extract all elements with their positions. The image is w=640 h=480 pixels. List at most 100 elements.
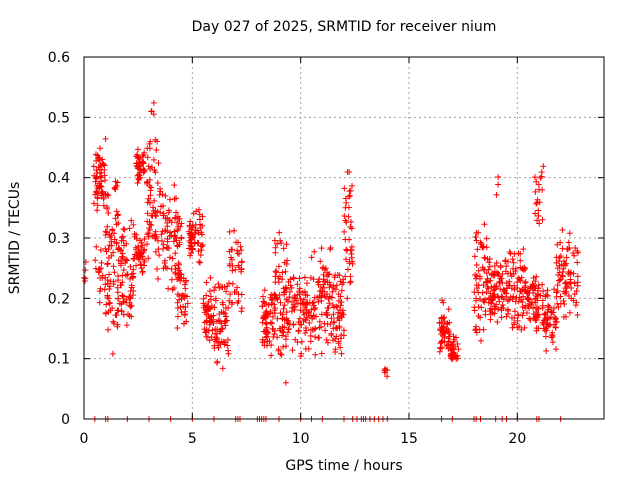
data-point	[102, 135, 109, 142]
data-point	[272, 244, 279, 251]
data-point	[315, 298, 322, 305]
data-point	[155, 159, 162, 166]
data-point	[483, 288, 490, 295]
data-point	[151, 232, 158, 239]
data-point	[235, 239, 242, 246]
data-point	[268, 342, 275, 349]
data-point	[491, 310, 498, 317]
data-point	[206, 288, 213, 295]
data-point	[203, 292, 210, 299]
data-point	[570, 270, 577, 277]
data-point	[561, 300, 568, 307]
data-point	[553, 254, 560, 261]
data-point	[160, 202, 167, 209]
data-point	[231, 227, 238, 234]
data-point	[542, 333, 549, 340]
data-point	[168, 276, 175, 283]
data-point	[144, 210, 151, 217]
data-point	[340, 332, 347, 339]
data-point	[486, 255, 493, 262]
data-point	[238, 258, 245, 265]
data-point	[199, 241, 206, 248]
data-point	[554, 241, 561, 248]
data-point	[491, 262, 498, 269]
data-point	[229, 280, 236, 287]
data-point	[533, 200, 540, 207]
data-point	[177, 277, 184, 284]
y-tick-label: 0.3	[48, 231, 70, 247]
data-point	[234, 250, 241, 257]
data-point	[152, 248, 159, 255]
data-point	[539, 186, 546, 193]
y-axis-label: SRMTID / TECUs	[7, 182, 23, 295]
data-point	[119, 292, 126, 299]
data-point	[289, 299, 296, 306]
data-point	[445, 306, 452, 313]
data-point	[554, 282, 561, 289]
data-point	[440, 324, 447, 331]
data-point	[268, 320, 275, 327]
data-point	[276, 229, 283, 236]
data-point	[337, 306, 344, 313]
data-point	[119, 253, 126, 260]
data-point	[174, 243, 181, 250]
data-point	[99, 189, 106, 196]
data-point	[131, 251, 138, 258]
data-point	[537, 175, 544, 182]
data-point	[291, 294, 298, 301]
data-point	[128, 313, 135, 320]
data-point	[101, 172, 108, 179]
data-point	[450, 333, 457, 340]
data-point	[181, 281, 188, 288]
data-point	[114, 321, 121, 328]
data-point	[112, 186, 119, 193]
data-point	[128, 302, 135, 309]
data-point	[157, 188, 164, 195]
data-point	[121, 226, 128, 233]
data-point	[518, 274, 525, 281]
data-point	[279, 269, 286, 276]
data-point	[479, 264, 486, 271]
data-point	[211, 304, 218, 311]
data-point	[318, 323, 325, 330]
data-point	[261, 338, 268, 345]
data-point	[235, 298, 242, 305]
data-point	[339, 310, 346, 317]
data-point	[530, 304, 537, 311]
data-point	[172, 235, 179, 242]
data-point	[307, 332, 314, 339]
data-point	[572, 302, 579, 309]
data-point	[98, 192, 105, 199]
data-point	[563, 283, 570, 290]
data-point	[259, 293, 266, 300]
data-point	[105, 209, 112, 216]
data-point	[517, 288, 524, 295]
data-point	[337, 302, 344, 309]
data-point	[114, 307, 121, 314]
data-point	[557, 253, 564, 260]
data-point	[128, 284, 135, 291]
data-point	[446, 331, 453, 338]
data-point	[515, 312, 522, 319]
data-point	[274, 334, 281, 341]
data-point	[453, 334, 460, 341]
data-point	[544, 314, 551, 321]
data-point	[524, 303, 531, 310]
data-point	[548, 334, 555, 341]
data-point	[150, 111, 157, 118]
data-point	[82, 267, 89, 274]
x-tick-label: 5	[188, 431, 197, 447]
data-point	[271, 328, 278, 335]
data-point	[533, 273, 540, 280]
data-point	[544, 309, 551, 316]
data-point	[287, 276, 294, 283]
data-point	[568, 284, 575, 291]
data-point	[302, 329, 309, 336]
data-point	[277, 299, 284, 306]
data-point	[307, 326, 314, 333]
data-point	[204, 333, 211, 340]
data-point	[348, 250, 355, 257]
data-point	[203, 326, 210, 333]
data-point	[347, 223, 354, 230]
data-point	[496, 279, 503, 286]
